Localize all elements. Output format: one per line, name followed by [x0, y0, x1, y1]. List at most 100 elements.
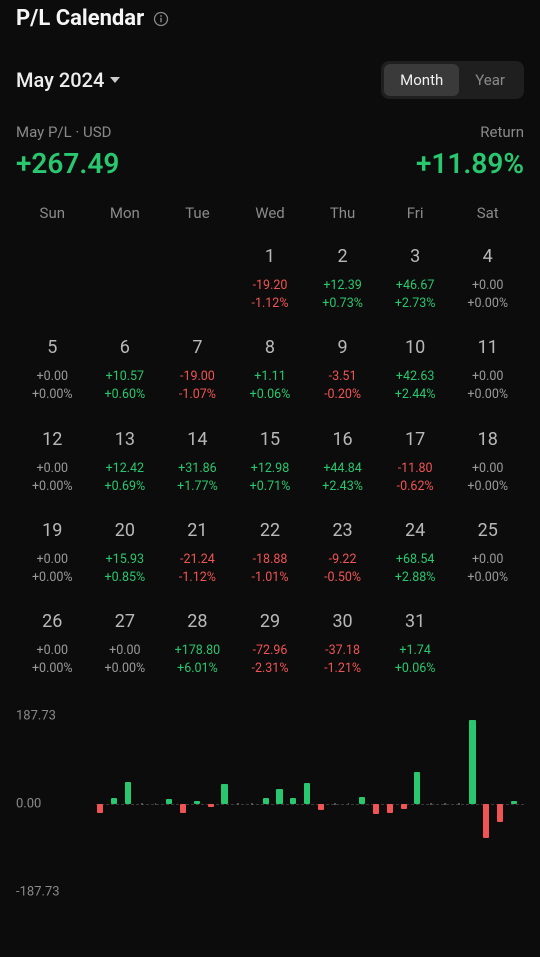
- day-pct: +0.06%: [234, 386, 307, 404]
- calendar-cell[interactable]: 12+0.00+0.00%: [16, 417, 89, 508]
- day-pl: +31.86: [161, 460, 234, 478]
- day-number: 15: [234, 429, 307, 450]
- chart-bar: [206, 704, 215, 904]
- calendar-cell[interactable]: 25+0.00+0.00%: [451, 508, 524, 599]
- calendar-cell[interactable]: 30-37.18-1.21%: [306, 599, 379, 690]
- calendar-cell[interactable]: 2+12.39+0.73%: [306, 234, 379, 325]
- chart-bar: [96, 704, 105, 904]
- day-pl: +12.39: [306, 277, 379, 295]
- calendar-cell[interactable]: 10+42.63+2.44%: [379, 325, 452, 416]
- chart-bar: [330, 704, 339, 904]
- day-pl: +178.80: [161, 642, 234, 660]
- summary-right-label: Return: [416, 123, 524, 141]
- day-number: 11: [451, 337, 524, 358]
- day-pct: +0.06%: [379, 660, 452, 678]
- calendar-cell[interactable]: 5+0.00+0.00%: [16, 325, 89, 416]
- day-pl: +0.00: [451, 551, 524, 569]
- day-pct: +0.60%: [89, 386, 162, 404]
- summary-pl-value: +267.49: [16, 147, 119, 180]
- chart-ylabel-top: 187.73: [16, 709, 56, 724]
- day-pl: -19.20: [234, 277, 307, 295]
- day-pl: -19.00: [161, 368, 234, 386]
- day-number: 25: [451, 520, 524, 541]
- calendar-cell[interactable]: 15 +12.98+0.71%: [234, 417, 307, 508]
- chart-bar: [137, 704, 146, 904]
- day-number: 24: [379, 520, 452, 541]
- chart-bar: [399, 704, 408, 904]
- day-number: 14: [161, 429, 234, 450]
- day-number: 20: [89, 520, 162, 541]
- chart-bar: [234, 704, 243, 904]
- chart-bar: [303, 704, 312, 904]
- calendar-cell[interactable]: 11 +0.00+0.00%: [451, 325, 524, 416]
- calendar-cell[interactable]: 18+0.00+0.00%: [451, 417, 524, 508]
- calendar-cell[interactable]: 24+68.54+2.88%: [379, 508, 452, 599]
- day-pl: -3.51: [306, 368, 379, 386]
- chart-bar: [289, 704, 298, 904]
- calendar-cell[interactable]: 17-11.80-0.62%: [379, 417, 452, 508]
- calendar-cell[interactable]: 29-72.96-2.31%: [234, 599, 307, 690]
- calendar-cell[interactable]: 8+1.11+0.06%: [234, 325, 307, 416]
- day-pct: -1.12%: [234, 295, 307, 313]
- info-icon[interactable]: [152, 10, 170, 28]
- chart-ylabel-bot: -187.73: [16, 885, 60, 900]
- dow-label: Sat: [451, 198, 524, 234]
- toggle-year[interactable]: Year: [459, 64, 521, 96]
- chart-bar: [165, 704, 174, 904]
- chart-bar: [110, 704, 119, 904]
- chart-bar: [344, 704, 353, 904]
- day-pl: +1.11: [234, 368, 307, 386]
- day-pl: +10.57: [89, 368, 162, 386]
- day-number: 31: [379, 611, 452, 632]
- chart-bar: [317, 704, 326, 904]
- calendar-cell[interactable]: 26+0.00+0.00%: [16, 599, 89, 690]
- calendar-cell[interactable]: 21-21.24-1.12%: [161, 508, 234, 599]
- calendar-cell[interactable]: 7-19.00-1.07%: [161, 325, 234, 416]
- chart-bar: [496, 704, 505, 904]
- calendar-cell[interactable]: 4+0.00+0.00%: [451, 234, 524, 325]
- dow-label: Sun: [16, 198, 89, 234]
- calendar-cell[interactable]: 6+10.57+0.60%: [89, 325, 162, 416]
- day-pct: -0.62%: [379, 478, 452, 496]
- calendar-cell[interactable]: 23-9.22-0.50%: [306, 508, 379, 599]
- day-pct: +2.43%: [306, 478, 379, 496]
- day-pct: +0.00%: [89, 660, 162, 678]
- chart-bar: [248, 704, 257, 904]
- chart-bar: [372, 704, 381, 904]
- calendar-cell[interactable]: 19+0.00+0.00%: [16, 508, 89, 599]
- day-pl: +0.00: [451, 277, 524, 295]
- chevron-down-icon: [110, 77, 120, 83]
- calendar-cell[interactable]: 9-3.51-0.20%: [306, 325, 379, 416]
- calendar-cell[interactable]: 27+0.00+0.00%: [89, 599, 162, 690]
- day-pl: -11.80: [379, 460, 452, 478]
- chart-bar: [358, 704, 367, 904]
- chart-bar: [509, 704, 518, 904]
- calendar-cell[interactable]: 1-19.20-1.12%: [234, 234, 307, 325]
- day-pl: +0.00: [451, 368, 524, 386]
- chart-bar: [385, 704, 394, 904]
- day-number: 10: [379, 337, 452, 358]
- toggle-month[interactable]: Month: [384, 64, 459, 96]
- day-pct: +0.69%: [89, 478, 162, 496]
- day-number: 3: [379, 246, 452, 267]
- chart-bar: [427, 704, 436, 904]
- calendar-cell[interactable]: 31+1.74+0.06%: [379, 599, 452, 690]
- chart-bar: [124, 704, 133, 904]
- calendar-cell[interactable]: 16+44.84+2.43%: [306, 417, 379, 508]
- chart-bar: [261, 704, 270, 904]
- calendar-cell[interactable]: 22-18.88-1.01%: [234, 508, 307, 599]
- dow-label: Fri: [379, 198, 452, 234]
- day-pct: +0.71%: [234, 478, 307, 496]
- calendar-cell[interactable]: 14+31.86+1.77%: [161, 417, 234, 508]
- day-pct: +0.00%: [16, 569, 89, 587]
- calendar-cell[interactable]: 28+178.80+6.01%: [161, 599, 234, 690]
- day-pct: -1.12%: [161, 569, 234, 587]
- day-pct: +0.00%: [16, 660, 89, 678]
- day-pl: +12.98: [234, 460, 307, 478]
- day-pct: +0.00%: [16, 386, 89, 404]
- calendar-cell[interactable]: 20+15.93+0.85%: [89, 508, 162, 599]
- calendar-cell[interactable]: 3+46.67+2.73%: [379, 234, 452, 325]
- month-picker[interactable]: May 2024: [16, 68, 120, 92]
- calendar-cell[interactable]: 13+12.42+0.69%: [89, 417, 162, 508]
- day-pct: +0.00%: [451, 386, 524, 404]
